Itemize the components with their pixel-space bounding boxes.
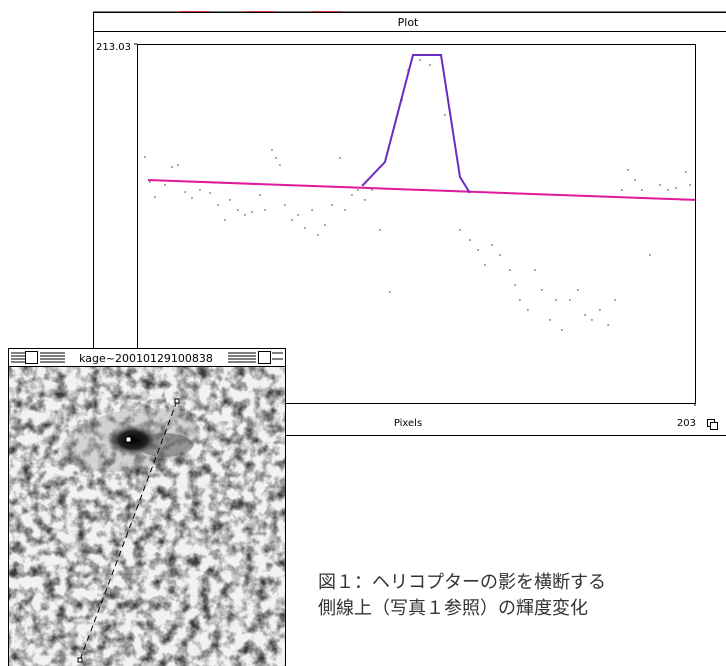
page: Plot Pixels 213.03 203 kage~2001012910083… <box>0 0 726 666</box>
y-tick-label: 213.03 <box>96 42 131 53</box>
data-point <box>561 329 562 330</box>
data-point <box>599 309 600 310</box>
data-point <box>304 227 305 228</box>
data-point <box>379 229 380 230</box>
data-point <box>607 324 608 325</box>
data-point <box>371 189 372 190</box>
desktop: Plot Pixels 213.03 203 kage~2001012910083… <box>0 0 726 666</box>
data-point <box>177 164 178 165</box>
data-point <box>549 319 550 320</box>
data-point <box>364 199 365 200</box>
data-point <box>184 191 185 192</box>
data-point <box>491 244 492 245</box>
data-point <box>429 64 430 65</box>
data-point <box>297 214 298 215</box>
data-point <box>519 299 520 300</box>
data-point <box>357 189 358 190</box>
x-tick-label: 203 <box>677 418 696 429</box>
data-point <box>209 192 210 193</box>
caption-line: 図１：ヘリコプターの影を横断する <box>318 568 606 594</box>
data-point <box>259 194 260 195</box>
data-point <box>317 234 318 235</box>
data-point <box>344 209 345 210</box>
data-point <box>649 254 650 255</box>
data-point <box>509 269 510 270</box>
resize-box[interactable] <box>711 423 718 430</box>
title-bar[interactable]: kage~20010129100838 <box>9 349 286 367</box>
data-point <box>641 189 642 190</box>
data-point <box>634 179 635 180</box>
data-point <box>275 157 276 158</box>
data-point <box>555 299 556 300</box>
data-point <box>311 209 312 210</box>
data-point <box>199 189 200 190</box>
data-point <box>244 214 245 215</box>
image-window: kage~20010129100838 <box>9 349 286 666</box>
data-point <box>284 204 285 205</box>
data-point <box>685 171 686 172</box>
data-point <box>264 209 265 210</box>
data-point <box>659 184 660 185</box>
data-point <box>154 196 155 197</box>
window-title: kage~20010129100838 <box>79 352 213 365</box>
data-point <box>389 291 390 292</box>
data-point <box>331 204 332 205</box>
data-point <box>279 164 280 165</box>
data-point <box>477 249 478 250</box>
data-point <box>534 269 535 270</box>
window-title: Plot <box>398 16 419 29</box>
data-point <box>324 224 325 225</box>
image <box>9 367 285 666</box>
data-point <box>419 59 420 60</box>
data-point <box>164 184 165 185</box>
data-point <box>237 209 238 210</box>
data-point <box>569 299 570 300</box>
data-point <box>291 219 292 220</box>
data-point <box>149 181 150 182</box>
data-point <box>229 199 230 200</box>
data-point <box>351 194 352 195</box>
data-point <box>484 264 485 265</box>
data-point <box>541 289 542 290</box>
data-point <box>191 197 192 198</box>
data-point <box>675 187 676 188</box>
data-point <box>584 314 585 315</box>
x-axis-label: Pixels <box>394 418 422 429</box>
data-point <box>144 156 145 157</box>
data-point <box>577 289 578 290</box>
data-point <box>339 157 340 158</box>
data-point <box>514 284 515 285</box>
data-point <box>224 219 225 220</box>
data-point <box>469 239 470 240</box>
data-point <box>527 309 528 310</box>
data-point <box>459 229 460 230</box>
caption-line: 側線上（写真１参照）の輝度変化 <box>318 594 588 620</box>
data-point <box>591 319 592 320</box>
data-point <box>171 166 172 167</box>
screen: Plot Pixels 213.03 203 kage~2001012910083… <box>0 0 726 666</box>
data-point <box>627 169 628 170</box>
data-point <box>621 189 622 190</box>
data-point <box>217 204 218 205</box>
data-point <box>689 184 690 185</box>
data-point <box>499 254 500 255</box>
data-point <box>614 299 615 300</box>
data-point <box>271 149 272 150</box>
data-point <box>251 211 252 212</box>
data-point <box>667 189 668 190</box>
data-point <box>444 114 445 115</box>
